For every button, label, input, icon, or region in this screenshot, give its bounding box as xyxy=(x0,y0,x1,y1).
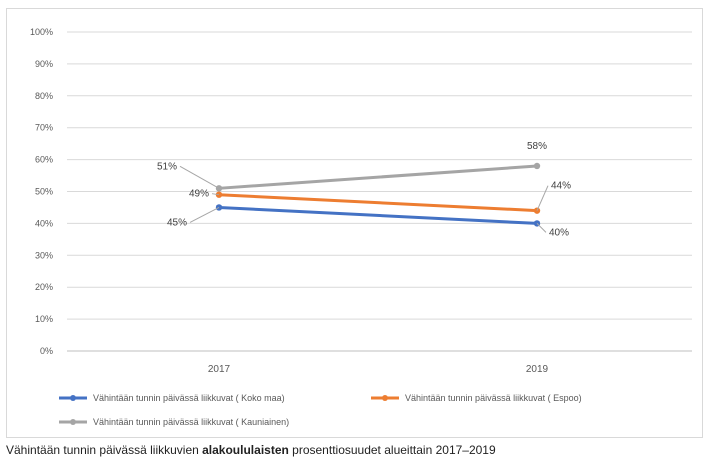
data-label: 51% xyxy=(157,161,177,172)
data-label: 49% xyxy=(189,189,209,200)
legend-entry: Vähintään tunnin päivässä liikkuvat ( Es… xyxy=(405,393,582,403)
y-tick-label: 10% xyxy=(35,314,53,324)
data-label: 40% xyxy=(549,227,569,238)
legend-marker xyxy=(70,419,76,425)
legend-entry: Vähintään tunnin päivässä liikkuvat ( Ko… xyxy=(93,393,285,403)
label-leader-line xyxy=(189,207,220,223)
y-tick-label: 60% xyxy=(35,155,53,165)
caption-text-bold: alakoululaisten xyxy=(202,443,289,457)
label-leader-line xyxy=(536,223,547,233)
y-tick-label: 100% xyxy=(30,27,53,37)
y-tick-label: 30% xyxy=(35,250,53,260)
series-line xyxy=(217,164,539,190)
legend-marker xyxy=(382,395,388,401)
label-leader-line xyxy=(536,185,549,211)
data-label: 45% xyxy=(167,217,187,228)
x-tick-label: 2017 xyxy=(208,364,231,375)
caption-text-start: Vähintään tunnin päivässä liikkuvien xyxy=(6,443,203,457)
y-tick-label: 50% xyxy=(35,187,53,197)
series-line xyxy=(217,205,539,225)
y-tick-label: 70% xyxy=(35,123,53,133)
label-leader-line xyxy=(179,165,220,189)
x-tick-label: 2019 xyxy=(526,364,549,375)
caption-text-end: prosenttiosuudet alueittain 2017–2019 xyxy=(288,443,496,457)
data-label: 58% xyxy=(527,141,547,152)
legend-entry: Vähintään tunnin päivässä liikkuvat ( Ka… xyxy=(93,417,289,427)
y-tick-label: 20% xyxy=(35,282,53,292)
label-leader-line xyxy=(211,193,220,196)
y-tick-label: 40% xyxy=(35,218,53,228)
chart-frame: 0% 10% 20% 30% 40% 50% 60% 70% 80% 90% 100% 2017 20… xyxy=(6,8,703,438)
chart-caption: Vähintään tunnin päivässä liikkuvien ala… xyxy=(6,443,496,457)
line-chart: 0% 10% 20% 30% 40% 50% 60% 70% 80% 90% 100% 2017 20… xyxy=(30,27,692,427)
y-tick-label: 0% xyxy=(40,346,53,356)
y-tick-label: 90% xyxy=(35,59,53,69)
data-point xyxy=(533,162,541,170)
series-line xyxy=(217,193,539,213)
legend-marker xyxy=(70,395,76,401)
data-label: 44% xyxy=(551,181,571,192)
y-tick-label: 80% xyxy=(35,91,53,101)
